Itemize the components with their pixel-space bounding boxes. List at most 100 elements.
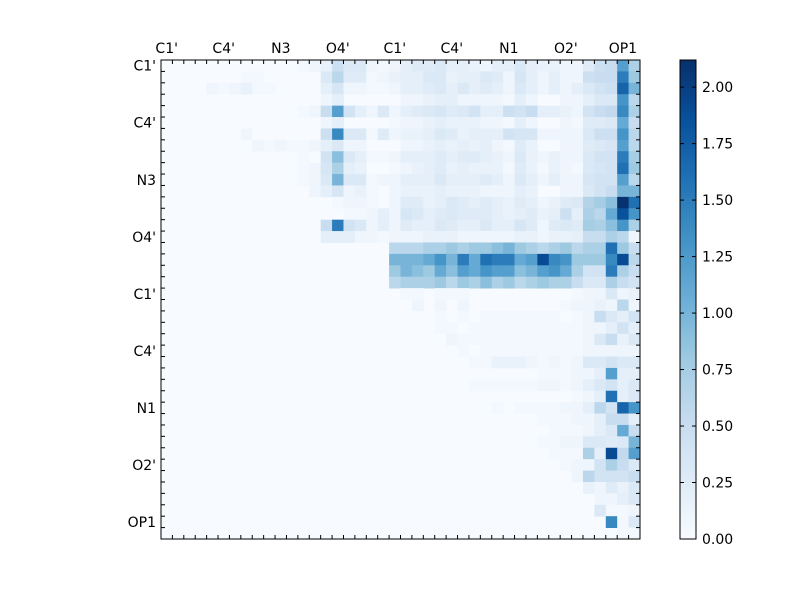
heatmap-cell — [503, 196, 515, 209]
heatmap-cell — [480, 162, 493, 175]
heatmap-cell — [617, 128, 629, 141]
heatmap-cell — [617, 402, 629, 414]
heatmap-cell — [617, 265, 629, 278]
heatmap-cell — [446, 196, 458, 209]
heatmap-cell — [560, 128, 572, 141]
heatmap-cell — [582, 185, 595, 198]
heatmap-cell — [389, 71, 401, 84]
heatmap-cell — [582, 208, 595, 221]
heatmap-cell — [457, 105, 470, 118]
heatmap-cell — [457, 345, 470, 357]
heatmap-cell — [491, 379, 504, 392]
heatmap-cell — [400, 94, 413, 107]
minor-ticks — [161, 60, 640, 539]
heatmap-cell — [605, 128, 618, 141]
heatmap-cell — [560, 367, 572, 380]
heatmap-cell — [389, 219, 401, 232]
heatmap-cell — [617, 322, 629, 335]
heatmap-cell — [320, 71, 333, 84]
heatmap-cell — [548, 413, 561, 426]
heatmap-cell — [571, 459, 584, 471]
heatmap-cell — [582, 174, 595, 186]
heatmap-cell — [560, 151, 572, 164]
heatmap-cell — [525, 94, 538, 107]
heatmap-cell — [366, 151, 379, 164]
heatmap-cell — [468, 322, 481, 335]
heatmap-cell — [503, 265, 515, 278]
heatmap-cell — [320, 60, 333, 72]
heatmap-cell — [366, 60, 379, 72]
heatmap-cell — [297, 60, 310, 72]
heatmap-cell — [628, 481, 641, 494]
heatmap-cell — [594, 379, 607, 392]
heatmap-cell — [366, 71, 379, 84]
heatmap-cell — [628, 288, 641, 300]
heatmap-cell — [628, 379, 641, 392]
heatmap-cell — [617, 82, 629, 95]
heatmap-cell — [525, 60, 538, 72]
y-tick-label: C4' — [133, 116, 156, 132]
heatmap-cell — [617, 231, 629, 243]
heatmap-cell — [605, 413, 618, 426]
heatmap-cell — [628, 185, 641, 198]
heatmap-cell — [617, 196, 629, 209]
heatmap-cell — [411, 60, 424, 72]
heatmap-cell — [446, 128, 458, 141]
heatmap-cell — [514, 151, 527, 164]
heatmap-cell — [594, 481, 607, 494]
heatmap-cell — [594, 196, 607, 209]
heatmap-cell — [423, 105, 436, 118]
heatmap-cell — [491, 94, 504, 107]
heatmap-cell — [446, 174, 458, 186]
heatmap-cell — [320, 82, 333, 95]
heatmap-cell — [434, 208, 447, 221]
heatmap-cell — [411, 117, 424, 129]
heatmap-cell — [480, 265, 493, 278]
heatmap-cell — [491, 310, 504, 323]
heatmap-cell — [468, 276, 481, 289]
heatmap-cell — [537, 345, 550, 357]
heatmap-cell — [537, 276, 550, 289]
heatmap-cell — [628, 402, 641, 414]
heatmap-cell — [354, 162, 367, 175]
heatmap-cell — [446, 185, 458, 198]
heatmap-cell — [434, 185, 447, 198]
heatmap-cell — [571, 60, 584, 72]
heatmap-cell — [617, 162, 629, 175]
heatmap-cell — [491, 162, 504, 175]
heatmap-cell — [628, 128, 641, 141]
heatmap-cell — [594, 367, 607, 380]
heatmap-cell — [582, 94, 595, 107]
heatmap-cell — [400, 242, 413, 255]
heatmap-cell — [525, 82, 538, 95]
heatmap-cell — [628, 94, 641, 107]
heatmap-cell — [457, 128, 470, 141]
heatmap-cell — [605, 253, 618, 266]
heatmap-cell — [594, 424, 607, 437]
heatmap-cell — [514, 71, 527, 84]
heatmap-cell — [617, 242, 629, 255]
heatmap-cell — [343, 196, 356, 209]
heatmap-cell — [457, 276, 470, 289]
heatmap-cell — [263, 139, 276, 152]
heatmap-cell — [525, 185, 538, 198]
heatmap-cell — [628, 470, 641, 483]
heatmap-cell — [491, 71, 504, 84]
y-tick-label: C1' — [133, 287, 156, 303]
heatmap-cell — [354, 105, 367, 118]
heatmap-cell — [446, 242, 458, 255]
heatmap-cell — [594, 94, 607, 107]
heatmap-cell — [628, 174, 641, 186]
heatmap-cell — [389, 105, 401, 118]
heatmap-cell — [525, 117, 538, 129]
heatmap-cell — [628, 493, 641, 506]
heatmap-cell — [354, 82, 367, 95]
heatmap-cell — [571, 151, 584, 164]
heatmap-cell — [400, 265, 413, 278]
heatmap-cell — [343, 71, 356, 84]
heatmap-cell — [332, 71, 344, 84]
heatmap-cell — [537, 333, 550, 346]
heatmap-cell — [537, 265, 550, 278]
heatmap-cell — [537, 196, 550, 209]
x-tick-label: C4' — [212, 41, 235, 57]
